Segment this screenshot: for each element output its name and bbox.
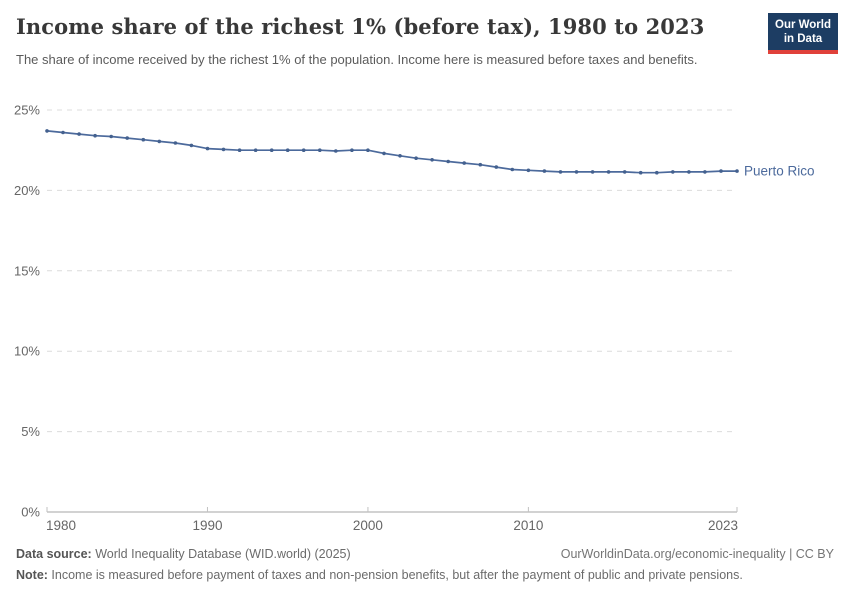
data-point[interactable] bbox=[558, 170, 563, 174]
y-tick-label: 15% bbox=[14, 263, 40, 278]
chart-subtitle: The share of income received by the rich… bbox=[16, 52, 698, 67]
data-point[interactable] bbox=[414, 156, 418, 160]
data-point[interactable] bbox=[638, 170, 643, 175]
data-point[interactable] bbox=[109, 134, 113, 139]
data-point[interactable] bbox=[334, 149, 338, 153]
footer-link[interactable]: OurWorldinData.org/economic-inequality |… bbox=[560, 547, 834, 561]
data-line[interactable] bbox=[46, 130, 738, 174]
data-point[interactable] bbox=[622, 170, 627, 174]
y-tick-label: 0% bbox=[21, 505, 40, 520]
data-point[interactable] bbox=[606, 170, 611, 174]
data-point[interactable] bbox=[45, 129, 49, 133]
data-point[interactable] bbox=[655, 170, 659, 175]
data-point[interactable] bbox=[61, 130, 65, 135]
data-point[interactable] bbox=[494, 165, 499, 169]
y-tick-label: 5% bbox=[21, 424, 40, 439]
owid-logo-line2: in Data bbox=[783, 33, 823, 45]
data-point[interactable] bbox=[735, 169, 739, 173]
x-tick-label: 2000 bbox=[353, 518, 383, 533]
data-point[interactable] bbox=[542, 169, 547, 173]
data-point[interactable] bbox=[237, 148, 242, 152]
y-tick-label: 10% bbox=[14, 344, 40, 359]
x-tick-label: 1990 bbox=[192, 518, 222, 533]
data-point[interactable] bbox=[221, 147, 226, 152]
data-point[interactable] bbox=[671, 170, 675, 174]
data-point[interactable] bbox=[719, 169, 723, 173]
data-point[interactable] bbox=[398, 154, 402, 158]
x-tick-label: 2023 bbox=[708, 518, 738, 533]
y-tick-label: 20% bbox=[14, 183, 40, 198]
data-point[interactable] bbox=[574, 170, 579, 174]
data-point[interactable] bbox=[285, 148, 290, 152]
data-point[interactable] bbox=[318, 148, 322, 152]
data-point[interactable] bbox=[703, 170, 707, 174]
data-point[interactable] bbox=[93, 133, 97, 138]
data-point[interactable] bbox=[366, 148, 370, 152]
data-point[interactable] bbox=[462, 161, 467, 165]
data-point[interactable] bbox=[77, 132, 81, 136]
data-point[interactable] bbox=[157, 139, 162, 144]
data-point[interactable] bbox=[173, 141, 178, 145]
entity-label[interactable]: Puerto Rico bbox=[744, 164, 815, 179]
footer-note: Note: Income is measured before payment … bbox=[16, 568, 743, 583]
data-point[interactable] bbox=[687, 170, 691, 174]
data-point[interactable] bbox=[430, 158, 434, 162]
data-point[interactable] bbox=[301, 148, 306, 152]
data-point[interactable] bbox=[382, 151, 386, 156]
data-point[interactable] bbox=[350, 148, 354, 152]
x-tick-label: 2010 bbox=[513, 518, 543, 533]
data-point[interactable] bbox=[478, 162, 483, 167]
owid-logo-line1: Our World bbox=[775, 19, 832, 31]
footer-note-text: Income is measured before payment of tax… bbox=[47, 568, 743, 582]
data-point[interactable] bbox=[125, 136, 129, 140]
owid-logo[interactable]: Our World in Data bbox=[768, 13, 838, 54]
data-point[interactable] bbox=[205, 146, 210, 151]
x-tick-label: 1980 bbox=[46, 518, 76, 533]
data-source: Data source: World Inequality Database (… bbox=[16, 547, 351, 562]
footer-note-label: Note: bbox=[16, 568, 48, 582]
y-tick-label: 25% bbox=[14, 103, 40, 118]
page-title: Income share of the richest 1% (before t… bbox=[16, 14, 705, 39]
data-source-label: Data source: bbox=[16, 547, 92, 561]
data-point[interactable] bbox=[510, 167, 515, 172]
data-point[interactable] bbox=[526, 168, 531, 173]
data-point[interactable] bbox=[141, 137, 146, 142]
data-point[interactable] bbox=[269, 148, 274, 152]
data-point[interactable] bbox=[446, 159, 451, 164]
data-point[interactable] bbox=[253, 148, 258, 152]
data-point[interactable] bbox=[590, 170, 595, 174]
data-source-text: World Inequality Database (WID.world) (2… bbox=[91, 547, 351, 561]
data-point[interactable] bbox=[189, 143, 194, 148]
